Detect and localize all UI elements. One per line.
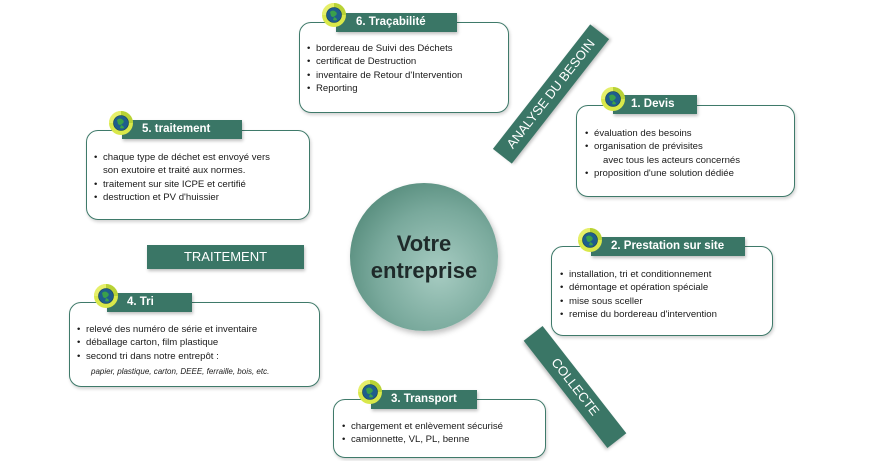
step-title-prestation: 2. Prestation sur site <box>591 237 745 256</box>
list-item: proposition d'une solution dédiée <box>585 167 740 181</box>
list-item: organisation de prévisites <box>585 140 740 154</box>
list-item: avec tous les acteurs concernés <box>603 154 741 166</box>
step-title-traitement: 5. traitement <box>122 120 242 139</box>
list-item: Reporting <box>307 82 462 96</box>
band-traitement: TRAITEMENT <box>147 245 304 269</box>
list-item: traitement sur site ICPE et certifié <box>94 178 270 192</box>
list-item: camionnette, VL, PL, benne <box>342 433 503 447</box>
globe-recycle-icon <box>108 110 134 136</box>
globe-recycle-icon <box>357 379 383 405</box>
list-item: bordereau de Suivi des Déchets <box>307 42 462 56</box>
step-box-traitement: chaque type de déchet est envoyé vers so… <box>86 130 310 220</box>
list-item: déballage carton, film plastique <box>77 336 269 350</box>
list-item: destruction et PV d'huissier <box>94 191 270 205</box>
step-box-tri: relevé des numéro de série et inventaire… <box>69 302 320 387</box>
globe-recycle-icon <box>93 283 119 309</box>
list-item: chaque type de déchet est envoyé vers <box>94 151 270 165</box>
list-item: relevé des numéro de série et inventaire <box>77 323 269 337</box>
list-item: évaluation des besoins <box>585 127 740 141</box>
globe-recycle-icon <box>321 2 347 28</box>
step-title-tri: 4. Tri <box>107 293 192 312</box>
step-box-devis: évaluation des besoins organisation de p… <box>576 105 795 197</box>
list-item: remise du bordereau d'intervention <box>560 308 717 322</box>
globe-recycle-icon <box>600 86 626 112</box>
list-item: papier, plastique, carton, DEEE, ferrail… <box>91 367 270 377</box>
center-title: Votre entreprise <box>370 231 478 283</box>
list-item: démontage et opération spéciale <box>560 281 717 295</box>
list-item: inventaire de Retour d'Intervention <box>307 69 462 83</box>
list-item: certificat de Destruction <box>307 55 462 69</box>
step-title-tracabilite: 6. Traçabilité <box>336 13 457 32</box>
center-circle: Votre entreprise <box>350 183 498 331</box>
list-item: mise sous sceller <box>560 295 717 309</box>
step-title-devis: 1. Devis <box>613 95 697 114</box>
list-item: second tri dans notre entrepôt : <box>77 350 269 364</box>
step-box-prestation: installation, tri et conditionnement dém… <box>551 246 773 336</box>
list-item: chargement et enlèvement sécurisé <box>342 420 503 434</box>
list-item: son exutoire et traité aux normes. <box>103 165 246 177</box>
list-item: installation, tri et conditionnement <box>560 268 717 282</box>
globe-recycle-icon <box>577 227 603 253</box>
step-title-transport: 3. Transport <box>371 390 477 409</box>
step-box-tracabilite: bordereau de Suivi des Déchets certifica… <box>299 22 509 113</box>
